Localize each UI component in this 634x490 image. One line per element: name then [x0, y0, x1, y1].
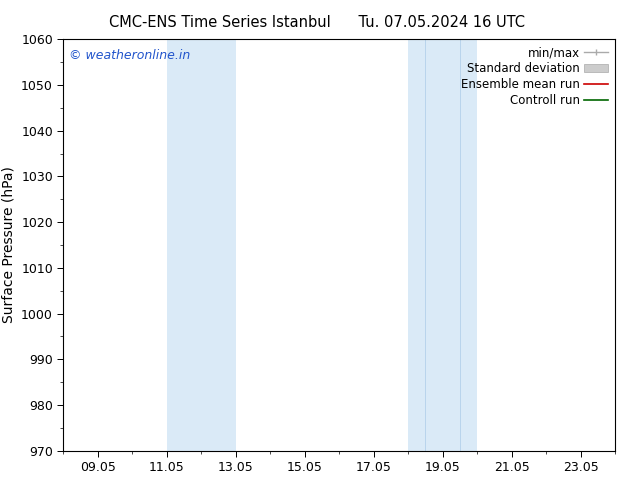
Text: CMC-ENS Time Series Istanbul      Tu. 07.05.2024 16 UTC: CMC-ENS Time Series Istanbul Tu. 07.05.2…: [109, 15, 525, 30]
Bar: [167, 39, 236, 451]
Bar: [408, 39, 477, 451]
Text: © weatheronline.in: © weatheronline.in: [69, 49, 190, 63]
Legend: min/max, Standard deviation, Ensemble mean run, Controll run: min/max, Standard deviation, Ensemble me…: [456, 42, 612, 112]
Y-axis label: Surface Pressure (hPa): Surface Pressure (hPa): [1, 167, 16, 323]
